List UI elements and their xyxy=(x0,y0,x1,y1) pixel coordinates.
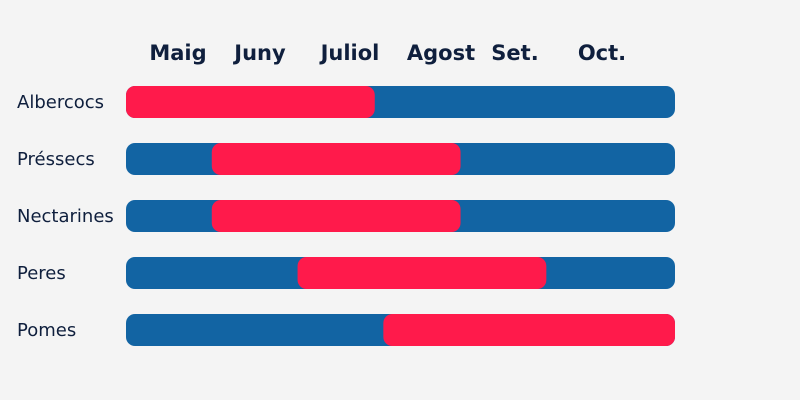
chart-row: Albercocs xyxy=(17,86,675,118)
row-label: Peres xyxy=(17,263,66,284)
row-label: Préssecs xyxy=(17,149,95,170)
month-label: Oct. xyxy=(578,41,626,65)
season-bar xyxy=(211,143,461,175)
chart-row: Pomes xyxy=(17,314,675,346)
rows: Albercocs Préssecs Nectarines Peres Pomes xyxy=(17,86,675,346)
row-label: Albercocs xyxy=(17,92,104,113)
season-bar xyxy=(383,314,675,346)
chart-row: Préssecs xyxy=(17,143,675,175)
month-label: Juny xyxy=(232,41,286,65)
month-label: Set. xyxy=(491,41,538,65)
season-bar xyxy=(126,86,375,118)
month-label: Juliol xyxy=(319,41,380,65)
row-label: Nectarines xyxy=(17,206,114,227)
month-label: Maig xyxy=(149,41,206,65)
chart-row: Nectarines xyxy=(17,200,675,232)
season-bar xyxy=(297,257,547,289)
season-bar xyxy=(211,200,461,232)
chart-row: Peres xyxy=(17,257,675,289)
month-label: Agost xyxy=(407,41,475,65)
row-label: Pomes xyxy=(17,320,76,341)
month-labels: Maig Juny Juliol Agost Set. Oct. xyxy=(149,41,626,65)
